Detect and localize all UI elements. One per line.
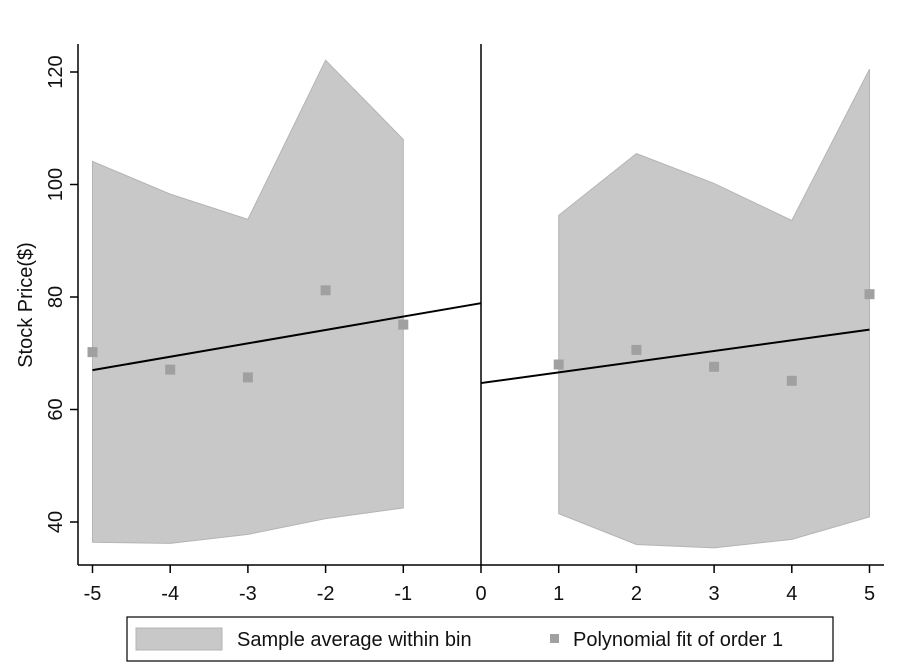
y-tick-label: 60 [45,398,67,420]
x-tick-label: -1 [394,583,412,605]
fit-line-left [92,302,482,372]
bin-point [165,364,176,375]
legend-band-label: Sample average within bin [237,629,472,651]
y-tick-label: 100 [45,168,67,201]
legend-points-label: Polynomial fit of order 1 [573,629,783,651]
fit-lines [92,302,870,385]
band-right [558,68,870,549]
x-tick-label: 4 [786,583,797,605]
legend-band-swatch [135,627,223,651]
y-ticks: 40 60 80 100 120 [45,55,78,533]
bin-point [320,285,331,296]
x-tick-label: -5 [84,583,102,605]
legend: Sample average within bin Polynomial fit… [126,616,834,662]
bin-point [242,372,253,383]
bin-point [709,361,720,372]
band-left [92,59,404,544]
y-tick-label: 80 [45,286,67,308]
x-tick-label: 3 [709,583,720,605]
x-tick-label: 0 [475,583,486,605]
x-tick-label: -4 [161,583,179,605]
x-tick-label: 5 [864,583,875,605]
legend-box [126,616,834,662]
y-tick-label: 40 [45,511,67,533]
bin-point [87,347,98,358]
bin-point [398,319,409,330]
bin-point [864,289,875,300]
bin-point [786,375,797,386]
y-axis-title: Stock Price($) [15,242,37,368]
y-tick-label: 120 [45,55,67,88]
x-tick-label: -3 [239,583,257,605]
fit-line-right [480,328,870,385]
legend-point-swatch [550,634,559,643]
x-tick-label: 1 [553,583,564,605]
x-tick-label: 2 [631,583,642,605]
bin-points [87,285,875,386]
bin-point [631,344,642,355]
x-ticks: -5 -4 -3 -2 -1 0 1 2 3 4 5 [84,565,875,605]
bin-point [553,359,564,370]
confidence-bands [92,59,870,549]
x-tick-label: -2 [317,583,335,605]
